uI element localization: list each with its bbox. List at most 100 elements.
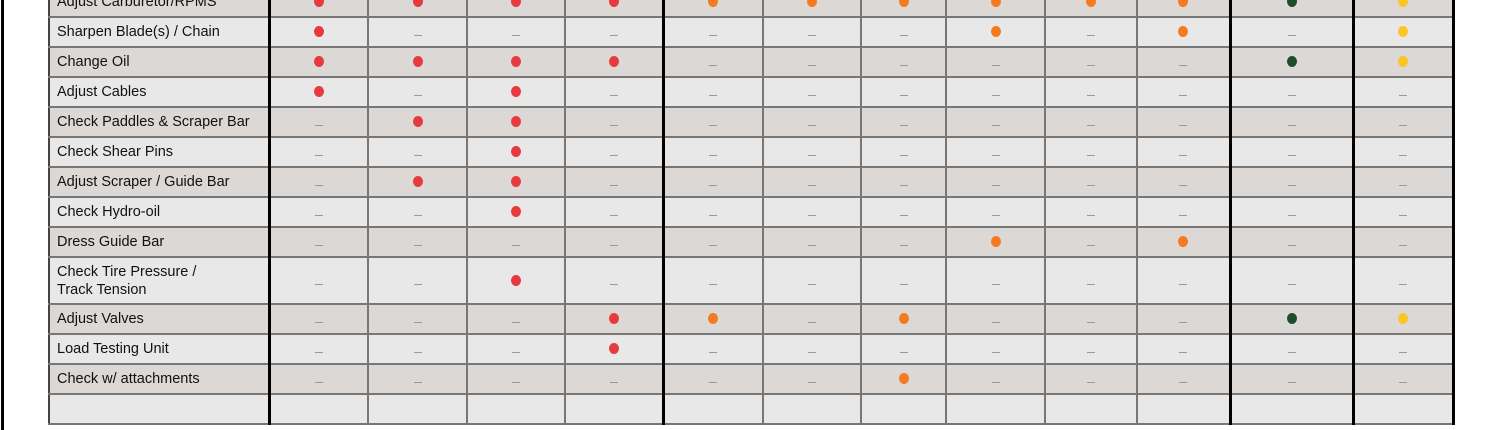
- schedule-cell: [367, 393, 468, 425]
- dash-icon: [808, 215, 816, 217]
- schedule-cell: [860, 226, 947, 258]
- red-dot-icon: [412, 176, 423, 188]
- dash-icon: [899, 352, 908, 354]
- schedule-cell: [367, 76, 468, 108]
- dash-icon: [991, 185, 1000, 187]
- schedule-cell: [1044, 76, 1138, 108]
- schedule-cell: [466, 106, 566, 138]
- dash-icon: [1399, 382, 1407, 384]
- dash-icon: [709, 382, 718, 384]
- red-dot-icon: [313, 26, 324, 38]
- schedule-cell: [564, 166, 664, 198]
- schedule-cell: [661, 363, 764, 395]
- schedule-cell: [661, 303, 764, 335]
- schedule-cell: [267, 196, 369, 228]
- schedule-cell: [762, 0, 862, 18]
- dash-icon: [899, 155, 908, 157]
- schedule-cell: [762, 16, 862, 48]
- schedule-cell: [661, 136, 764, 168]
- table-row: Adjust Scraper / Guide Bar: [48, 166, 1455, 198]
- schedule-cell: [860, 166, 947, 198]
- schedule-cell: [762, 196, 862, 228]
- dash-icon: [1399, 185, 1407, 187]
- dash-icon: [1087, 155, 1095, 157]
- dash-icon: [314, 283, 323, 285]
- schedule-cell: [367, 256, 468, 305]
- schedule-cell: [661, 76, 764, 108]
- dash-icon: [1087, 322, 1095, 324]
- schedule-cell: [762, 393, 862, 425]
- dash-icon: [314, 322, 323, 324]
- schedule-cell: [267, 46, 369, 78]
- schedule-cell: [661, 0, 764, 18]
- schedule-cell: [564, 16, 664, 48]
- dash-icon: [991, 352, 1000, 354]
- dash-icon: [1179, 95, 1188, 97]
- schedule-cell: [564, 256, 664, 305]
- dash-icon: [314, 215, 323, 217]
- dash-icon: [1399, 215, 1407, 217]
- schedule-cell: [1044, 363, 1138, 395]
- schedule-cell: [1044, 46, 1138, 78]
- schedule-cell: [466, 196, 566, 228]
- schedule-cell: [945, 76, 1046, 108]
- dash-icon: [1179, 322, 1188, 324]
- red-dot-icon: [412, 116, 423, 128]
- dash-icon: [1087, 35, 1095, 37]
- schedule-cell: [564, 76, 664, 108]
- table-row: Change Oil: [48, 46, 1455, 78]
- task-label: Change Oil: [48, 46, 270, 78]
- schedule-cell: [367, 46, 468, 78]
- dash-icon: [1087, 95, 1095, 97]
- schedule-cell: [860, 196, 947, 228]
- page-border: [1, 0, 4, 430]
- schedule-cell: [762, 303, 862, 335]
- schedule-cell: [860, 46, 947, 78]
- dash-icon: [991, 215, 1000, 217]
- dash-icon: [899, 215, 908, 217]
- schedule-cell: [367, 333, 468, 365]
- dash-icon: [709, 35, 718, 37]
- dash-icon: [609, 215, 618, 217]
- dash-icon: [899, 65, 908, 67]
- schedule-cell: [661, 46, 764, 78]
- red-dot-icon: [608, 56, 619, 68]
- schedule-cell: [661, 16, 764, 48]
- schedule-cell: [1228, 196, 1354, 228]
- schedule-cell: [1044, 166, 1138, 198]
- dash-icon: [609, 35, 618, 37]
- schedule-cell: [1044, 226, 1138, 258]
- schedule-cell: [661, 166, 764, 198]
- schedule-cell: [466, 16, 566, 48]
- schedule-cell: [1136, 226, 1231, 258]
- dash-icon: [413, 382, 422, 384]
- schedule-cell: [1228, 16, 1354, 48]
- dash-icon: [808, 185, 816, 187]
- schedule-cell: [1136, 76, 1231, 108]
- schedule-cell: [945, 303, 1046, 335]
- dash-icon: [413, 35, 422, 37]
- dash-icon: [1399, 283, 1407, 285]
- schedule-cell: [466, 76, 566, 108]
- table-row: Check Hydro-oil: [48, 196, 1455, 228]
- yellow-dot-icon: [1398, 0, 1408, 8]
- schedule-cell: [1351, 166, 1455, 198]
- dash-icon: [512, 245, 520, 247]
- schedule-cell: [661, 393, 764, 425]
- orange-dot-icon: [898, 0, 909, 8]
- dash-icon: [609, 155, 618, 157]
- schedule-cell: [1136, 196, 1231, 228]
- task-label: Check Tire Pressure / Track Tension: [48, 256, 270, 305]
- dash-icon: [1287, 352, 1296, 354]
- schedule-cell: [860, 256, 947, 305]
- red-dot-icon: [608, 0, 619, 8]
- dash-icon: [899, 283, 908, 285]
- task-label: Check Paddles & Scraper Bar: [48, 106, 270, 138]
- dash-icon: [609, 125, 618, 127]
- schedule-cell: [945, 136, 1046, 168]
- dash-icon: [1087, 352, 1095, 354]
- schedule-cell: [860, 76, 947, 108]
- schedule-cell: [945, 106, 1046, 138]
- red-dot-icon: [511, 206, 521, 218]
- dash-icon: [1287, 155, 1296, 157]
